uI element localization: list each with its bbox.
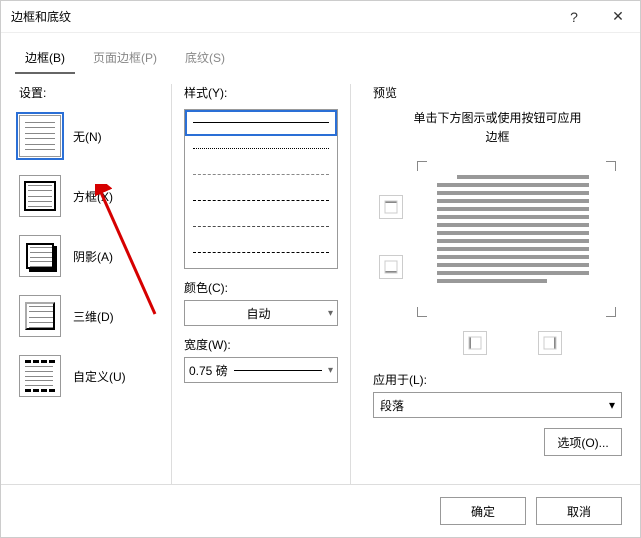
corner-icon	[606, 161, 616, 171]
border-top-button[interactable]	[379, 195, 403, 219]
help-button[interactable]: ?	[552, 1, 596, 33]
ok-button[interactable]: 确定	[440, 497, 526, 525]
settings-column: 设置: 无(N) 方框(X) 阴影(A)	[19, 84, 159, 484]
preview-hint-line1: 单击下方图示或使用按钮可应用	[413, 111, 581, 125]
setting-box[interactable]: 方框(X)	[19, 169, 159, 223]
options-button[interactable]: 选项(O)...	[544, 428, 622, 456]
tab-shading[interactable]: 底纹(S)	[175, 43, 235, 74]
style-item[interactable]	[185, 214, 337, 240]
corner-icon	[417, 161, 427, 171]
corner-icon	[606, 307, 616, 317]
color-label: 颜色(C):	[184, 279, 338, 296]
dialog-footer: 确定 取消	[1, 484, 640, 537]
style-column: 样式(Y): 颜色(C): 自动 ▾ 宽度(W): 0.75 磅	[171, 84, 351, 484]
preview-paragraph-icon	[437, 175, 589, 287]
setting-custom[interactable]: 自定义(U)	[19, 349, 159, 403]
apply-label: 应用于(L):	[373, 371, 622, 388]
setting-none-icon	[19, 115, 61, 157]
setting-shadow-icon	[19, 235, 61, 277]
style-listbox[interactable]	[184, 109, 338, 269]
cancel-button[interactable]: 取消	[536, 497, 622, 525]
apply-field: 应用于(L): 段落 ▾	[373, 371, 622, 418]
tab-page-border[interactable]: 页面边框(P)	[83, 43, 167, 74]
chevron-down-icon: ▾	[328, 308, 333, 319]
corner-icon	[417, 307, 427, 317]
style-item[interactable]	[185, 188, 337, 214]
color-select[interactable]: 自动 ▾	[184, 300, 338, 326]
preview-area	[373, 155, 622, 365]
setting-custom-icon	[19, 355, 61, 397]
options-row: 选项(O)...	[373, 428, 622, 456]
preview-column: 预览 单击下方图示或使用按钮可应用 边框 应用于(L):	[363, 84, 622, 484]
chevron-down-icon: ▾	[609, 398, 615, 412]
width-line-icon	[234, 370, 322, 371]
border-left-button[interactable]	[463, 331, 487, 355]
width-field: 宽度(W): 0.75 磅 ▾	[184, 336, 338, 383]
settings-heading: 设置:	[19, 84, 159, 101]
content-area: 设置: 无(N) 方框(X) 阴影(A)	[1, 74, 640, 484]
setting-shadow[interactable]: 阴影(A)	[19, 229, 159, 283]
width-label: 宽度(W):	[184, 336, 338, 353]
border-bottom-button[interactable]	[379, 255, 403, 279]
apply-value: 段落	[380, 397, 404, 414]
setting-3d[interactable]: 三维(D)	[19, 289, 159, 343]
style-item[interactable]	[185, 136, 337, 162]
setting-3d-icon	[19, 295, 61, 337]
preview-hint-line2: 边框	[485, 130, 509, 144]
border-right-button[interactable]	[538, 331, 562, 355]
setting-box-icon	[19, 175, 61, 217]
setting-none-label: 无(N)	[73, 128, 102, 145]
width-value: 0.75 磅	[189, 362, 228, 379]
chevron-down-icon: ▾	[328, 365, 333, 376]
borders-shading-dialog: 边框和底纹 ? ✕ 边框(B) 页面边框(P) 底纹(S) 设置: 无(N)	[0, 0, 641, 538]
setting-box-label: 方框(X)	[73, 188, 113, 205]
tab-borders[interactable]: 边框(B)	[15, 43, 75, 74]
setting-3d-label: 三维(D)	[73, 308, 114, 325]
preview-hint: 单击下方图示或使用按钮可应用 边框	[373, 109, 622, 147]
titlebar: 边框和底纹 ? ✕	[1, 1, 640, 33]
color-field: 颜色(C): 自动 ▾	[184, 279, 338, 326]
color-value: 自动	[189, 305, 328, 322]
apply-select[interactable]: 段落 ▾	[373, 392, 622, 418]
style-item[interactable]	[185, 162, 337, 188]
tab-strip: 边框(B) 页面边框(P) 底纹(S)	[1, 33, 640, 74]
setting-shadow-label: 阴影(A)	[73, 248, 113, 265]
close-button[interactable]: ✕	[596, 1, 640, 33]
setting-none[interactable]: 无(N)	[19, 109, 159, 163]
style-label: 样式(Y):	[184, 84, 338, 101]
style-item-solid[interactable]	[185, 110, 337, 136]
setting-custom-label: 自定义(U)	[73, 368, 126, 385]
style-item[interactable]	[185, 240, 337, 266]
width-select[interactable]: 0.75 磅 ▾	[184, 357, 338, 383]
preview-label: 预览	[373, 84, 622, 101]
dialog-title: 边框和底纹	[1, 8, 552, 25]
